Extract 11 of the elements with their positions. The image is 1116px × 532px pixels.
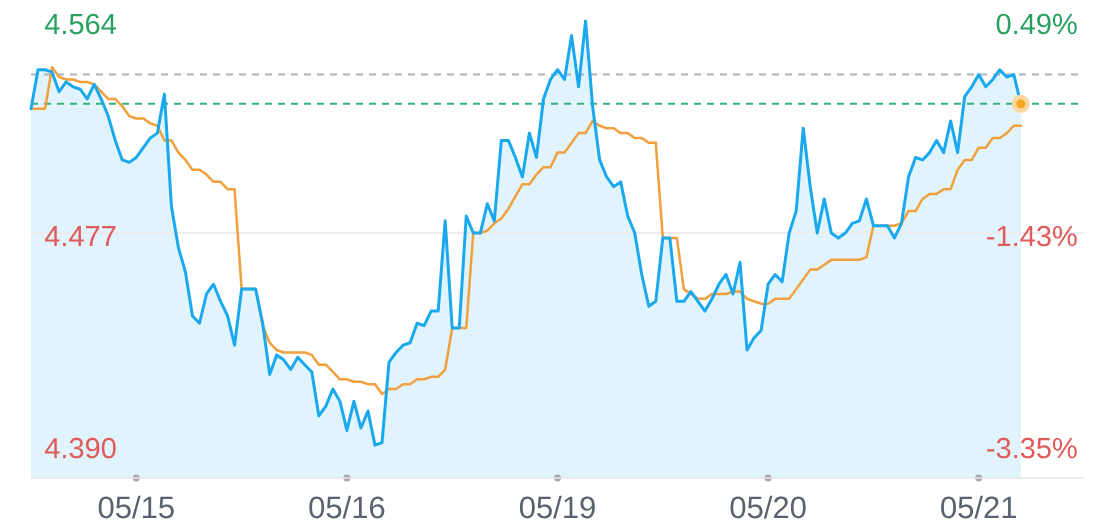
y2-tick-label: -3.35% xyxy=(987,437,1077,459)
x-tick-label: 05/16 xyxy=(309,495,385,519)
x-tick-label: 05/19 xyxy=(519,495,595,519)
y-tick-label: 4.477 xyxy=(44,226,116,247)
y-tick-label: 4.390 xyxy=(44,437,116,459)
y2-tick-label: -1.43% xyxy=(987,225,1077,247)
x-tick-label: 05/21 xyxy=(941,495,1016,519)
x-tick-label: 05/15 xyxy=(98,495,174,519)
x-tick-label: 05/20 xyxy=(730,495,806,519)
y-tick-label: 4.564 xyxy=(44,13,116,35)
y2-tick-label: 0.49% xyxy=(996,13,1077,35)
